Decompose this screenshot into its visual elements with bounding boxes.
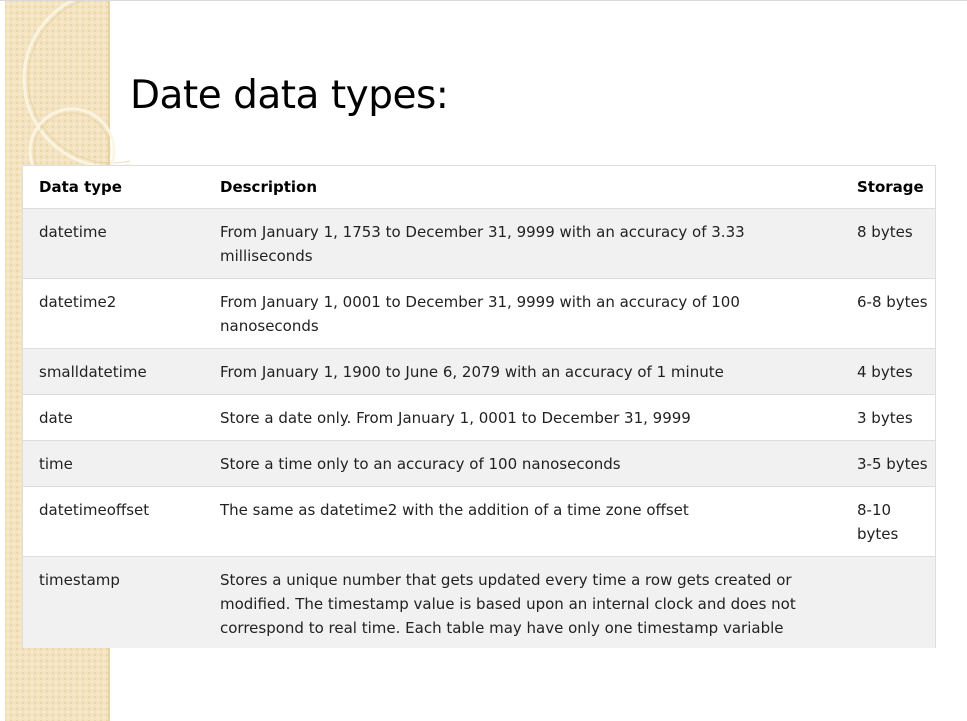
table-row: datetime From January 1, 1753 to Decembe… xyxy=(23,208,935,279)
cell-storage: 8-10 bytes xyxy=(843,486,935,557)
table-row: timestamp Stores a unique number that ge… xyxy=(23,556,935,648)
cell-storage: 3-5 bytes xyxy=(843,440,935,487)
cell-storage: 4 bytes xyxy=(843,348,935,395)
cell-data-type: datetime xyxy=(23,208,204,279)
cell-description: The same as datetime2 with the addition … xyxy=(204,486,843,557)
table-row: smalldatetime From January 1, 1900 to Ju… xyxy=(23,348,935,395)
cell-storage: 3 bytes xyxy=(843,394,935,441)
cell-data-type: smalldatetime xyxy=(23,348,204,395)
table-row: datetime2 From January 1, 0001 to Decemb… xyxy=(23,278,935,349)
header-description: Description xyxy=(204,166,843,209)
header-storage: Storage xyxy=(843,166,935,209)
cell-description: From January 1, 1753 to December 31, 999… xyxy=(204,208,843,279)
data-types-table-container: Data type Description Storage datetime F… xyxy=(22,165,936,648)
cell-storage xyxy=(843,556,935,648)
decorative-circle-small xyxy=(28,107,116,171)
cell-description: Store a date only. From January 1, 0001 … xyxy=(204,394,843,441)
cell-description: From January 1, 0001 to December 31, 999… xyxy=(204,278,843,349)
table-row: date Store a date only. From January 1, … xyxy=(23,394,935,441)
decorative-circles xyxy=(22,1,130,171)
cell-description: From January 1, 1900 to June 6, 2079 wit… xyxy=(204,348,843,395)
header-row: Data type Description Storage xyxy=(23,166,935,209)
slide-title: Date data types: xyxy=(130,73,449,118)
cell-data-type: time xyxy=(23,440,204,487)
cell-description: Store a time only to an accuracy of 100 … xyxy=(204,440,843,487)
header-data-type: Data type xyxy=(23,166,204,209)
cell-data-type: datetime2 xyxy=(23,278,204,349)
cell-data-type: date xyxy=(23,394,204,441)
table-row: time Store a time only to an accuracy of… xyxy=(23,440,935,487)
table-body: datetime From January 1, 1753 to Decembe… xyxy=(23,208,935,648)
cell-storage: 8 bytes xyxy=(843,208,935,279)
cell-description: Stores a unique number that gets updated… xyxy=(204,556,843,648)
cell-storage: 6-8 bytes xyxy=(843,278,935,349)
decorative-circle-small-inner xyxy=(33,112,111,171)
cell-data-type: datetimeoffset xyxy=(23,486,204,557)
table-header: Data type Description Storage xyxy=(23,166,935,209)
cell-data-type: timestamp xyxy=(23,556,204,648)
data-types-table: Data type Description Storage datetime F… xyxy=(23,166,935,648)
table-row: datetimeoffset The same as datetime2 wit… xyxy=(23,486,935,557)
